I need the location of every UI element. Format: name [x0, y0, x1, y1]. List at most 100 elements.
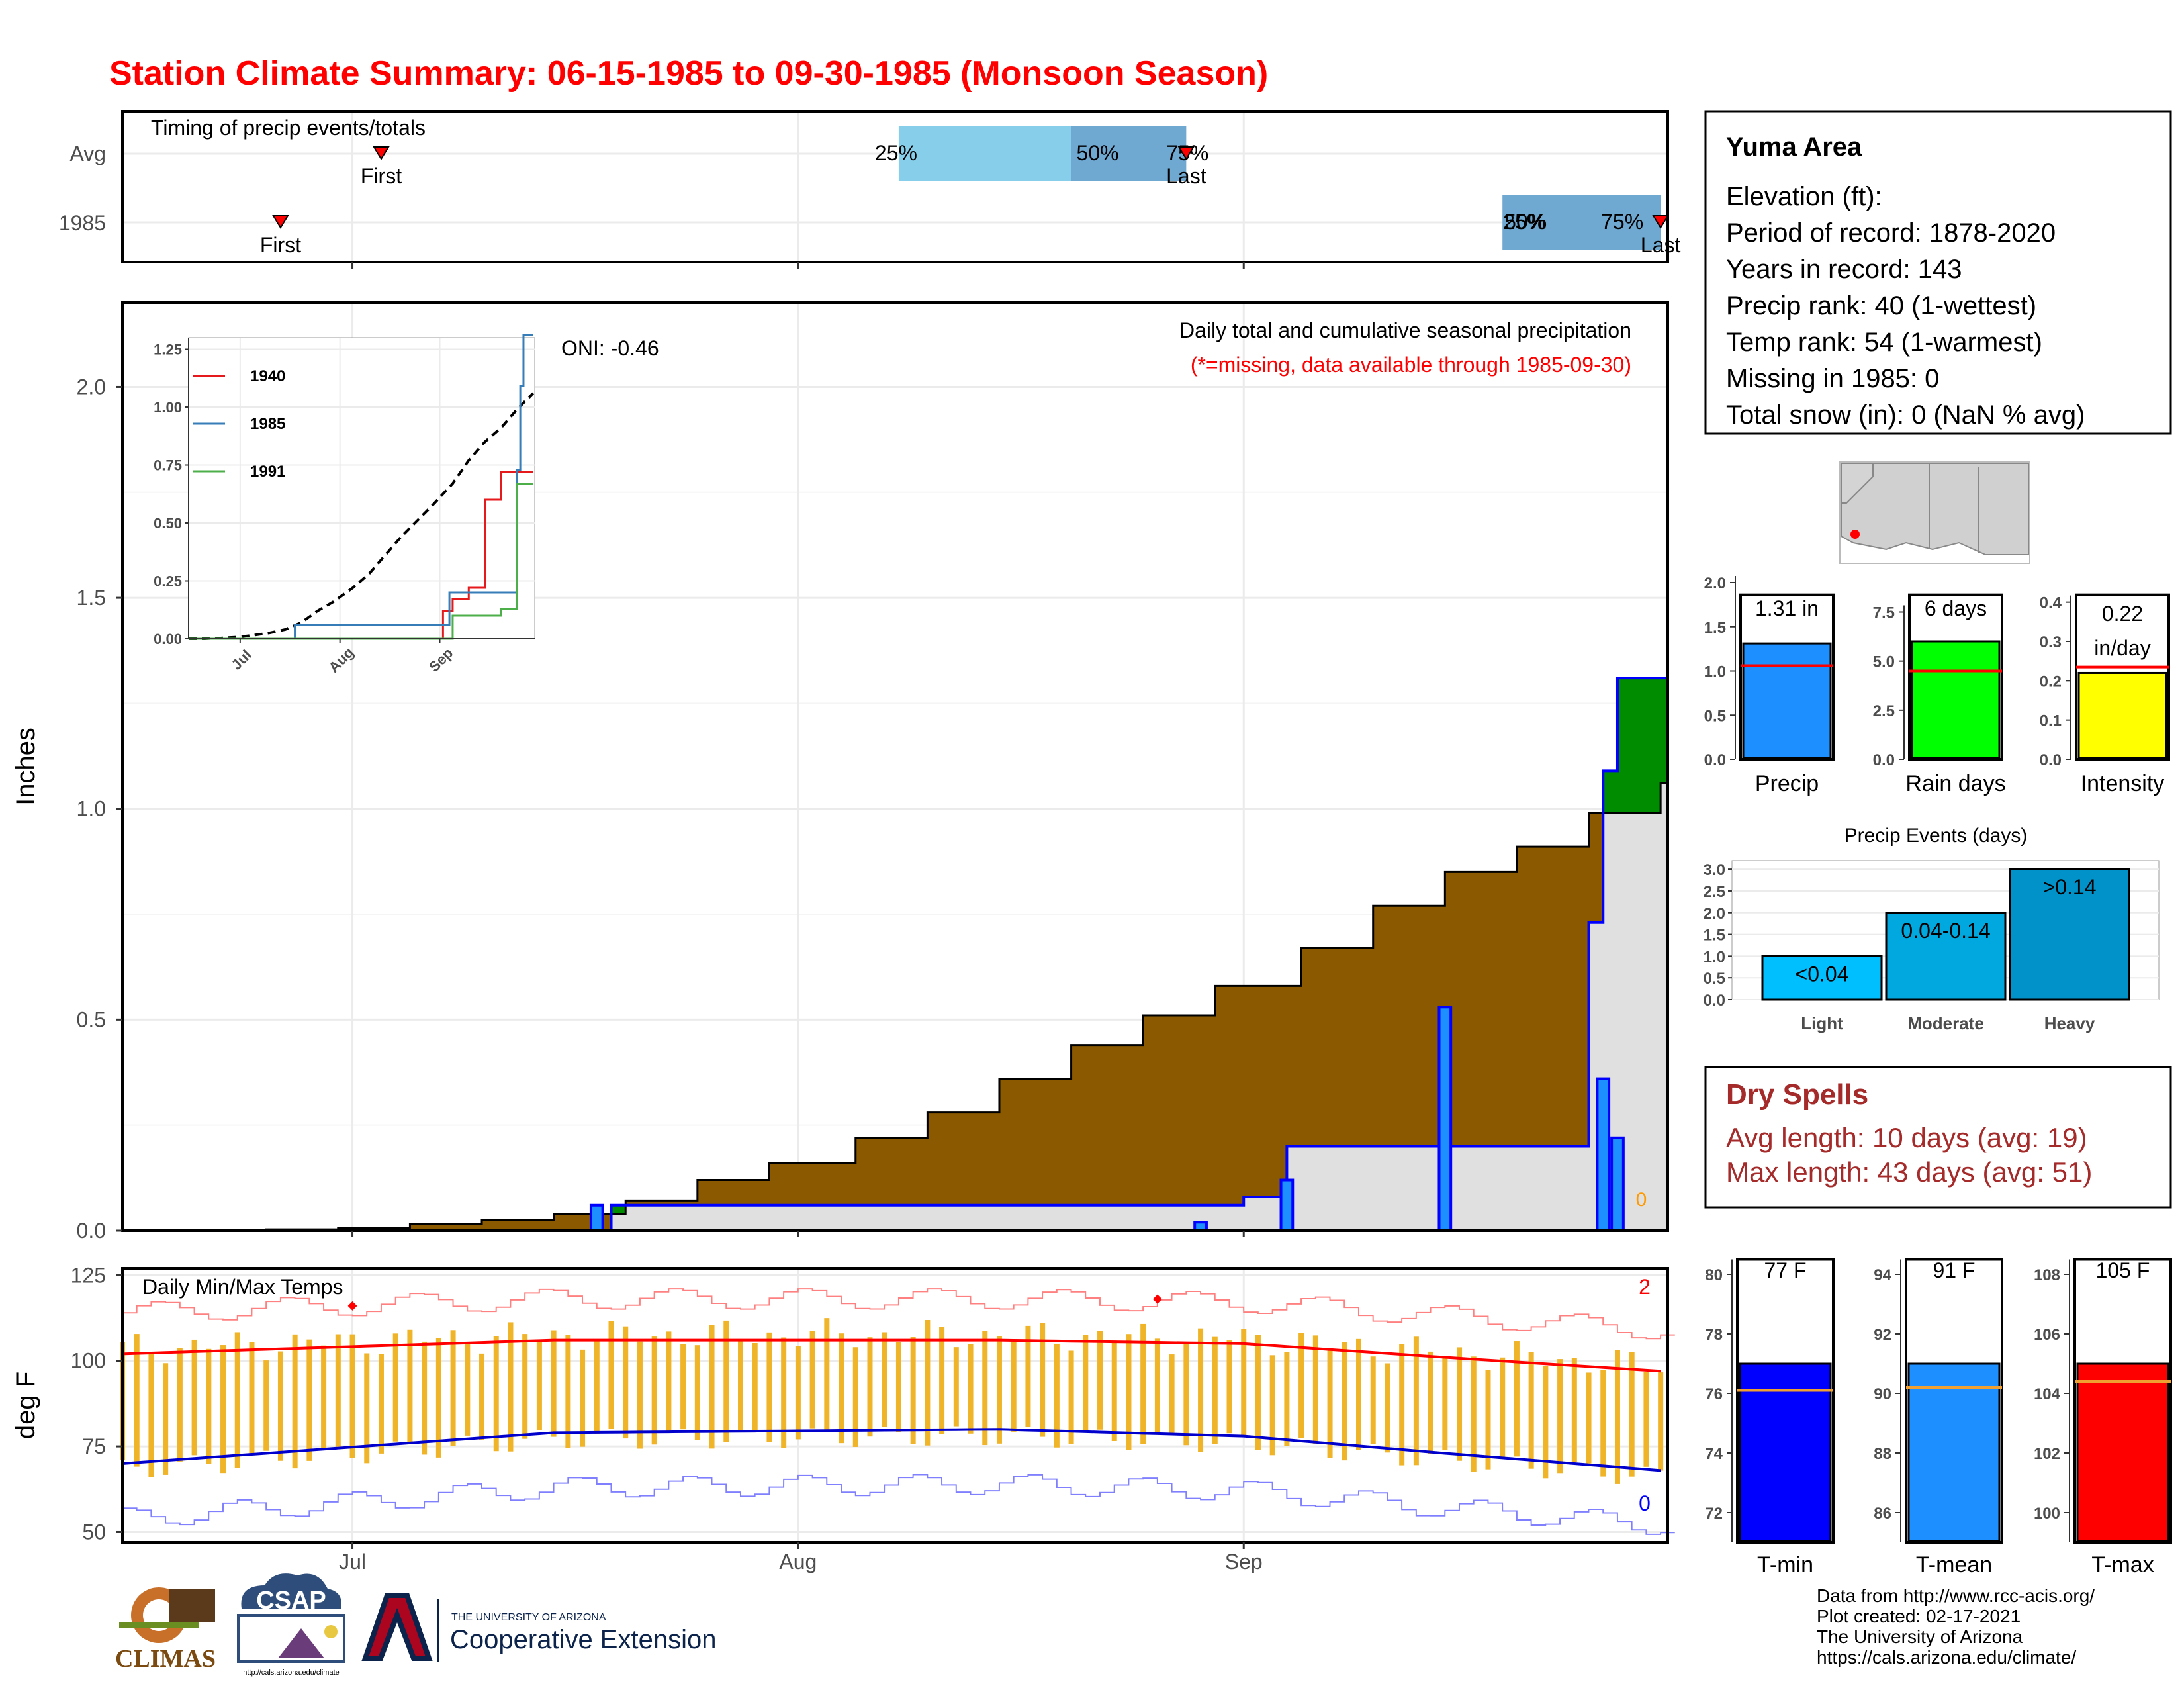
- daily-temp-range-bar: [580, 1349, 586, 1447]
- temp-summary-ytick-label: 108: [2034, 1266, 2060, 1284]
- metric-bar-precip: 1.31 in 0.0 0.5 1.0 1.5 2.0 Precip: [1704, 575, 1835, 796]
- metric-bar-ytick-label: 0.1: [2040, 712, 2062, 730]
- inset-average-line: [189, 392, 534, 640]
- credits-block: Data from http://www.rcc-acis.org/ Plot …: [1817, 1585, 2095, 1667]
- location-map: [1839, 461, 2030, 564]
- record-high-marker: [1152, 1294, 1162, 1304]
- quartile-box-lower: [898, 126, 1071, 181]
- events-bar: [1885, 912, 2007, 1001]
- station-info-box: Yuma Area Elevation (ft): Period of recor…: [1704, 110, 2172, 435]
- metric-bar-ytick-label: 0.3: [2040, 633, 2062, 651]
- station-info-line: Elevation (ft):: [1726, 182, 1882, 211]
- inset-legend-label: 1940: [250, 367, 285, 385]
- temp-ytick-label: 100: [71, 1349, 106, 1373]
- metric-bar-fill: [1742, 642, 1832, 759]
- temp-panel: 50 75 100 125 deg F Daily Min/Max Temps 2 0: [11, 1263, 1675, 1544]
- daily-temp-range-bar: [277, 1351, 283, 1461]
- temp-summary-ytick-label: 88: [1874, 1445, 1891, 1463]
- daily-temp-range-bar: [651, 1336, 657, 1445]
- metric-bar-ytick-label: 1.5: [1704, 619, 1726, 637]
- temp-summary-ytick-label: 104: [2034, 1385, 2061, 1403]
- daily-temp-range-bar: [1342, 1342, 1347, 1461]
- inset-ytick-label: 0.00: [154, 631, 182, 647]
- temp-summary-label: T-mean: [1916, 1552, 1992, 1577]
- metric-bar-value: 1.31 in: [1755, 596, 1819, 620]
- daily-temp-range-bar: [349, 1334, 355, 1458]
- csap-url: http://cals.arizona.edu/climate: [243, 1669, 340, 1677]
- daily-temp-range-bar: [134, 1334, 140, 1467]
- daily-temp-range-bar: [1658, 1372, 1664, 1471]
- metric-bar-ytick-label: 7.5: [1873, 604, 1895, 622]
- temp-summary-ytick-label: 90: [1874, 1385, 1891, 1403]
- first-event-label: First: [361, 164, 402, 188]
- daily-temp-range-bar: [206, 1348, 212, 1464]
- record-low-count: 0: [1639, 1491, 1651, 1515]
- inset-ytick-label: 0.50: [154, 515, 182, 532]
- daily-precip-bar: [1610, 1136, 1625, 1233]
- record-high-line: [122, 1288, 1675, 1340]
- events-bar-label: <0.04: [1796, 962, 1849, 986]
- metric-bar-fill: [2077, 671, 2167, 759]
- daily-temp-range-bar: [177, 1348, 183, 1462]
- daily-temp-range-bar: [1399, 1344, 1405, 1466]
- credit-line: Data from http://www.rcc-acis.org/: [1817, 1585, 2095, 1606]
- daily-temp-range-bar: [1442, 1356, 1448, 1450]
- metric-bar-value: 6 days: [1925, 596, 1987, 620]
- metric-bar-ytick-label: 5.0: [1873, 653, 1895, 671]
- daily-temp-range-bar: [910, 1337, 916, 1444]
- first-event-marker: [373, 146, 390, 160]
- logo-strip: CLIMAS CSAP http://cals.arizona.edu/clim…: [115, 1573, 716, 1677]
- daily-temp-range-bar: [882, 1332, 887, 1427]
- daily-temp-range-bar: [220, 1345, 226, 1474]
- events-ytick-label: 0.5: [1704, 970, 1725, 988]
- temp-summary-ytick-label: 102: [2034, 1445, 2060, 1463]
- inset-ytick-label: 1.25: [154, 342, 182, 358]
- daily-temp-range-bar: [335, 1334, 341, 1447]
- daily-temp-range-bar: [594, 1340, 600, 1434]
- station-name: Yuma Area: [1726, 132, 1862, 162]
- csap-logo: CSAP http://cals.arizona.edu/climate: [237, 1573, 345, 1677]
- daily-temp-range-bar: [435, 1337, 441, 1458]
- month-tick-label: Jul: [339, 1550, 366, 1573]
- temp-summary-label: T-min: [1757, 1552, 1813, 1577]
- inset-ytick-label: 0.75: [154, 457, 182, 474]
- dry-spells-box: Dry Spells Avg length: 10 days (avg: 19)…: [1704, 1066, 2172, 1209]
- events-ytick-label: 2.5: [1704, 883, 1725, 901]
- daily-temp-range-bar: [191, 1339, 197, 1456]
- temp-summary-bar-t-mean: 91 F 86 88 90 92 94 T-mean: [1874, 1258, 2003, 1577]
- month-tick-label: Aug: [779, 1550, 817, 1573]
- daily-temp-range-bar: [1169, 1354, 1175, 1433]
- metric-bar-ytick-label: 2.0: [1704, 575, 1726, 592]
- daily-temp-range-bar: [565, 1335, 571, 1448]
- daily-temp-range-bar: [1298, 1333, 1304, 1438]
- daily-precip-bar: [1279, 1178, 1295, 1232]
- daily-temp-range-bar: [321, 1345, 327, 1448]
- daily-temp-range-bar: [1284, 1352, 1290, 1446]
- temp-summary-ytick-label: 74: [1705, 1445, 1723, 1463]
- metric-bar-ytick-label: 2.5: [1873, 702, 1895, 720]
- events-ytick-label: 1.0: [1704, 948, 1725, 966]
- temp-summary-ytick-label: 106: [2034, 1326, 2060, 1344]
- temp-panel-title: Daily Min/Max Temps: [142, 1275, 343, 1299]
- csap-logo-text: CSAP: [256, 1587, 326, 1615]
- daily-temp-range-bar: [766, 1332, 772, 1442]
- quartile-label: 75%: [1601, 210, 1643, 234]
- events-bar: [1761, 955, 1883, 1001]
- daily-temp-range-bar: [1083, 1335, 1089, 1432]
- daily-temp-range-bar: [1543, 1366, 1549, 1479]
- metric-bar-ytick-label: 0.0: [1704, 751, 1726, 769]
- inset-legend-label: 1991: [250, 463, 285, 481]
- daily-temp-range-bar: [465, 1343, 471, 1436]
- temp-summary-value: 91 F: [1933, 1258, 1975, 1282]
- daily-temp-range-bar: [1226, 1340, 1232, 1434]
- temp-summary-value: 77 F: [1764, 1258, 1806, 1282]
- daily-temp-range-bar: [781, 1337, 787, 1448]
- daily-temp-range-bar: [953, 1347, 959, 1427]
- daily-temp-range-bar: [608, 1321, 614, 1429]
- daily-temp-range-bar: [1413, 1336, 1419, 1466]
- temp-summary-fill: [1739, 1362, 1832, 1542]
- station-info-line: Total snow (in): 0 (NaN % avg): [1726, 400, 2085, 430]
- daily-temp-range-bar: [623, 1326, 629, 1439]
- daily-temp-range-bar: [364, 1353, 370, 1464]
